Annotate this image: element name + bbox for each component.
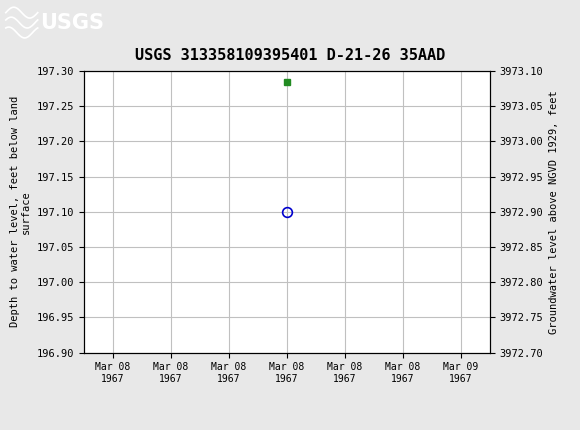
Text: USGS 313358109395401 D-21-26 35AAD: USGS 313358109395401 D-21-26 35AAD (135, 48, 445, 62)
Y-axis label: Depth to water level, feet below land
surface: Depth to water level, feet below land su… (10, 96, 31, 327)
Text: USGS: USGS (41, 12, 104, 33)
Y-axis label: Groundwater level above NGVD 1929, feet: Groundwater level above NGVD 1929, feet (549, 90, 559, 334)
